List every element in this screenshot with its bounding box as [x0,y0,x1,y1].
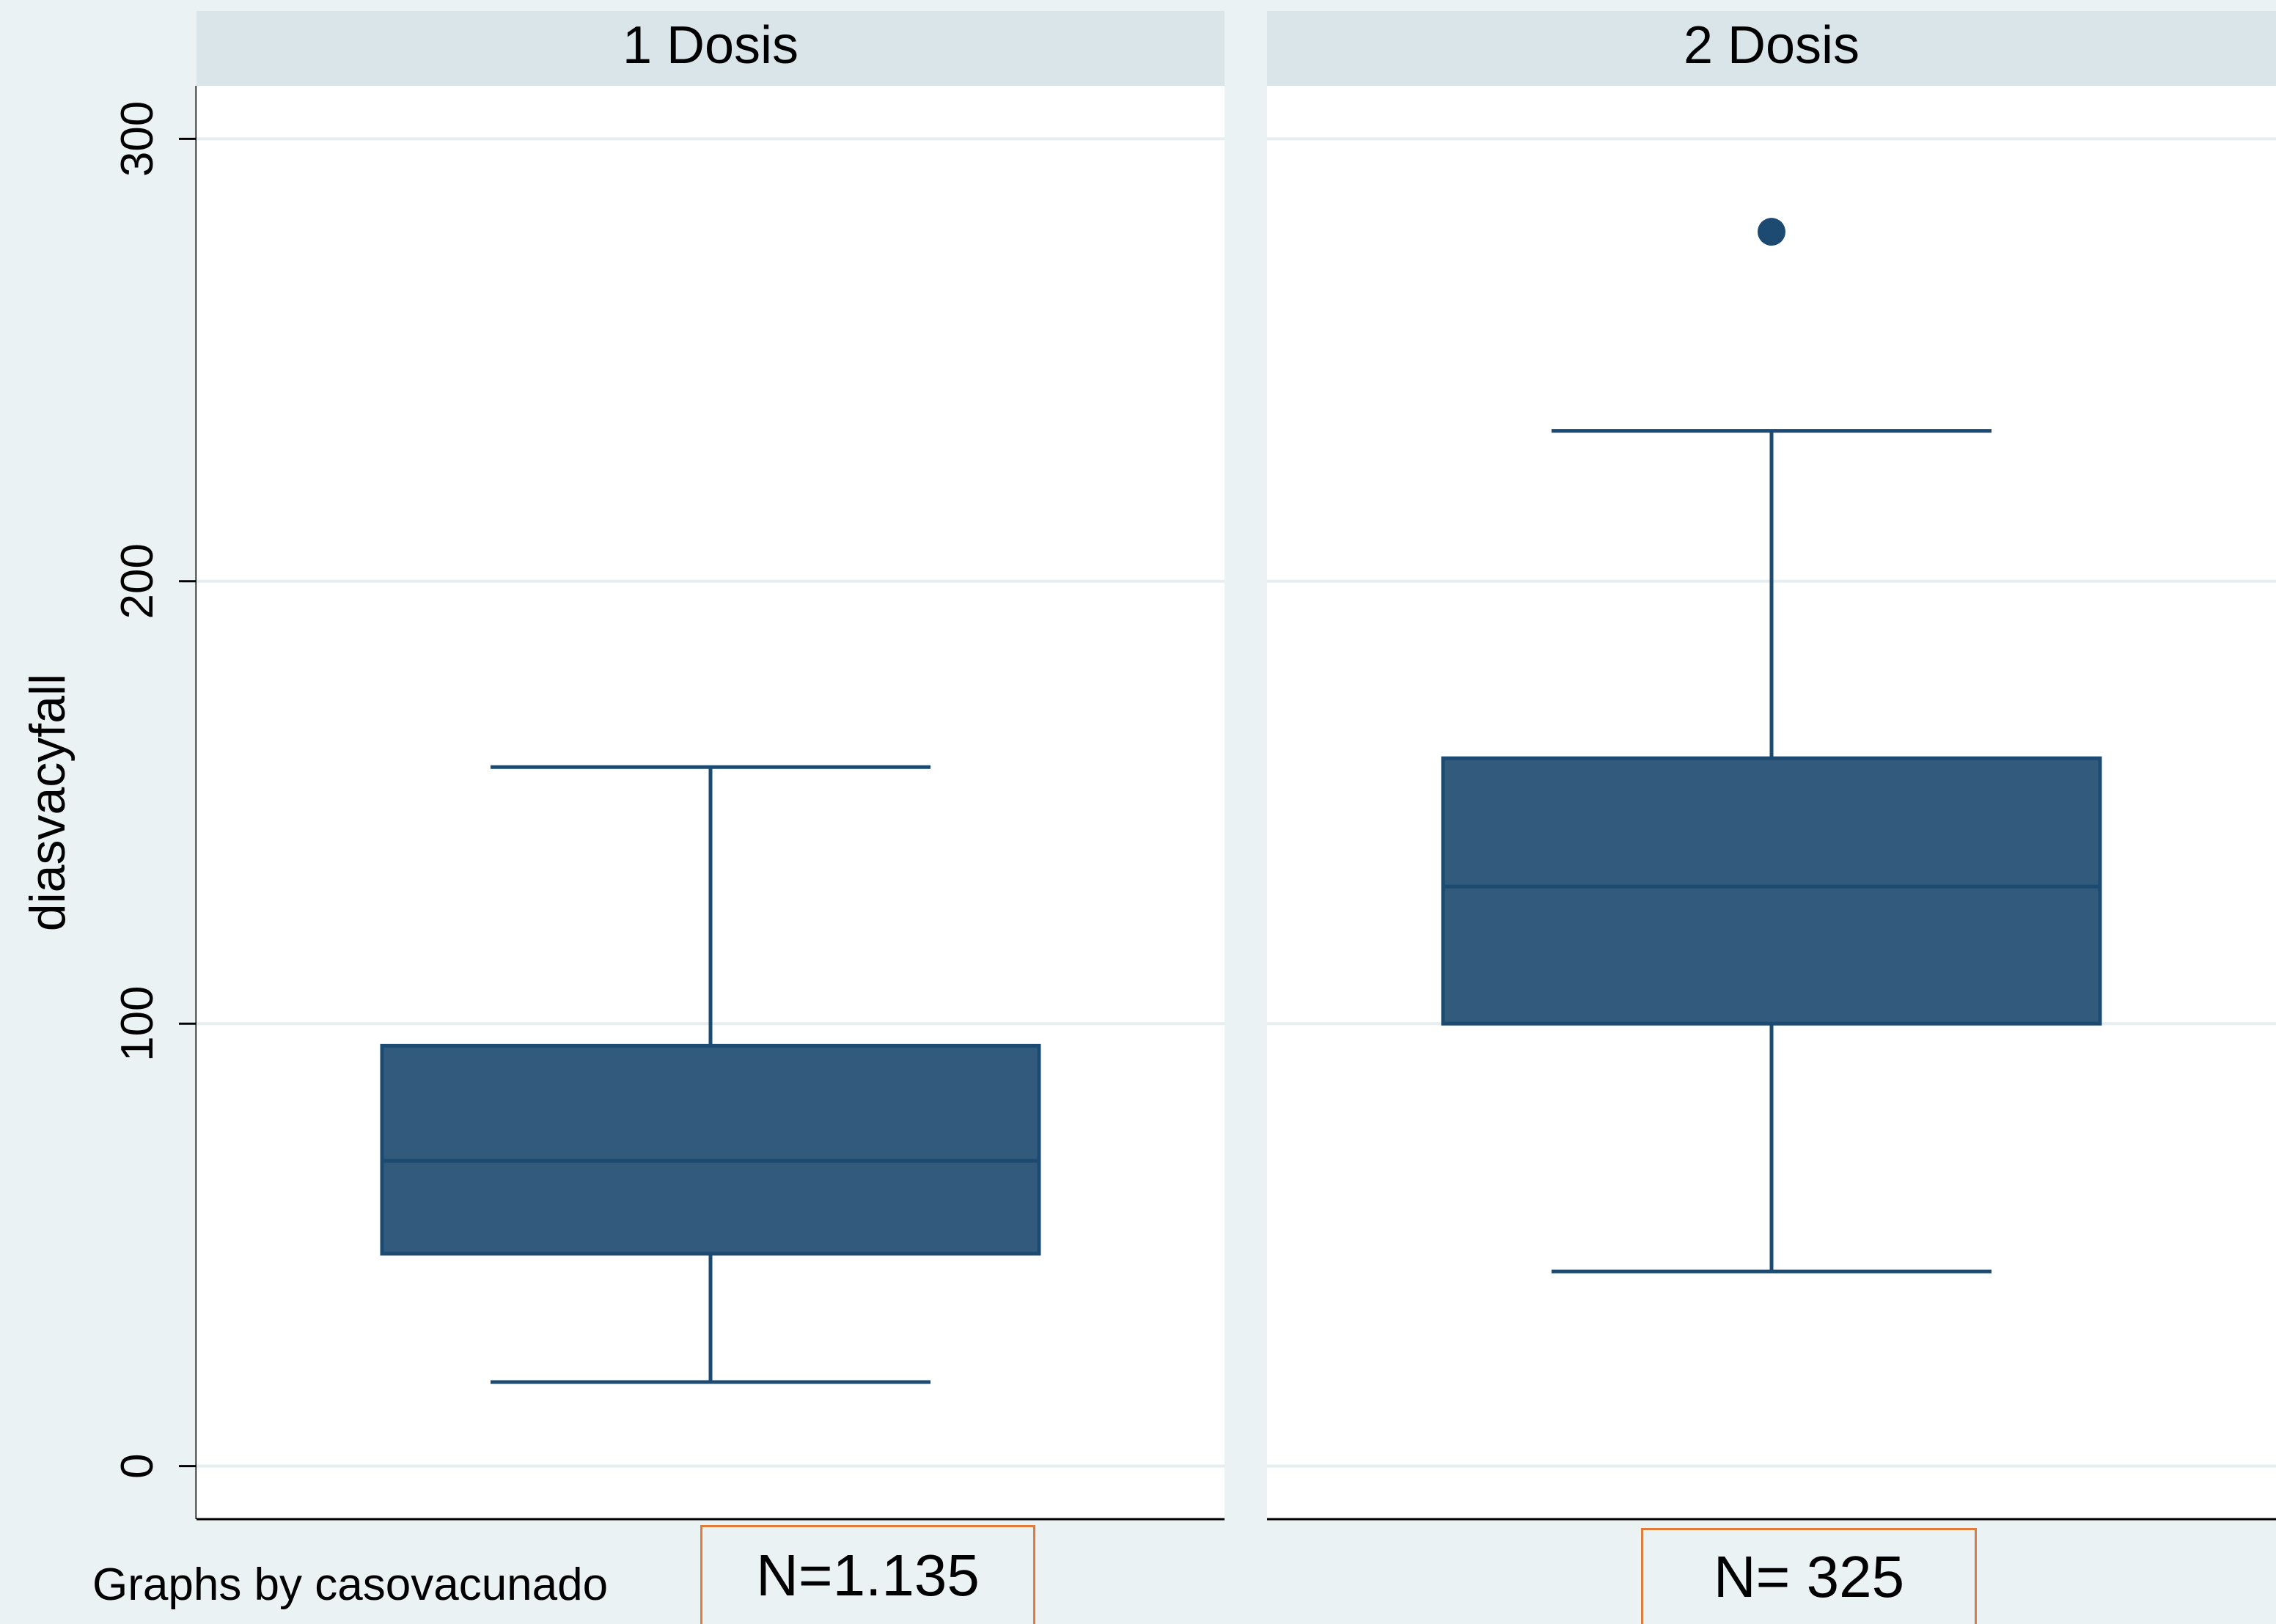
y-tick-label-300: 300 [112,101,163,177]
panel-1-title: 1 Dosis [623,16,799,75]
panel-2-title: 2 Dosis [1684,16,1860,75]
y-tick-label-200: 200 [112,543,163,619]
panel-2-box [1441,756,2102,1026]
y-tick-label-100: 100 [112,985,163,1061]
n-annotation-panel-1: N=1.135 [700,1525,1035,1624]
n-annotation-panel-2: N= 325 [1641,1528,1977,1624]
panel-1-box [380,1043,1041,1256]
panel-1-header [197,11,1225,86]
graphs-by-note: Graphs by casovacunado [92,1559,609,1610]
y-tick-label-0: 0 [112,1453,163,1478]
panel-2-outlier-1 [1758,218,1785,246]
y-axis-title: diasvacyfall [20,674,76,932]
panel-2-header [1267,11,2276,86]
